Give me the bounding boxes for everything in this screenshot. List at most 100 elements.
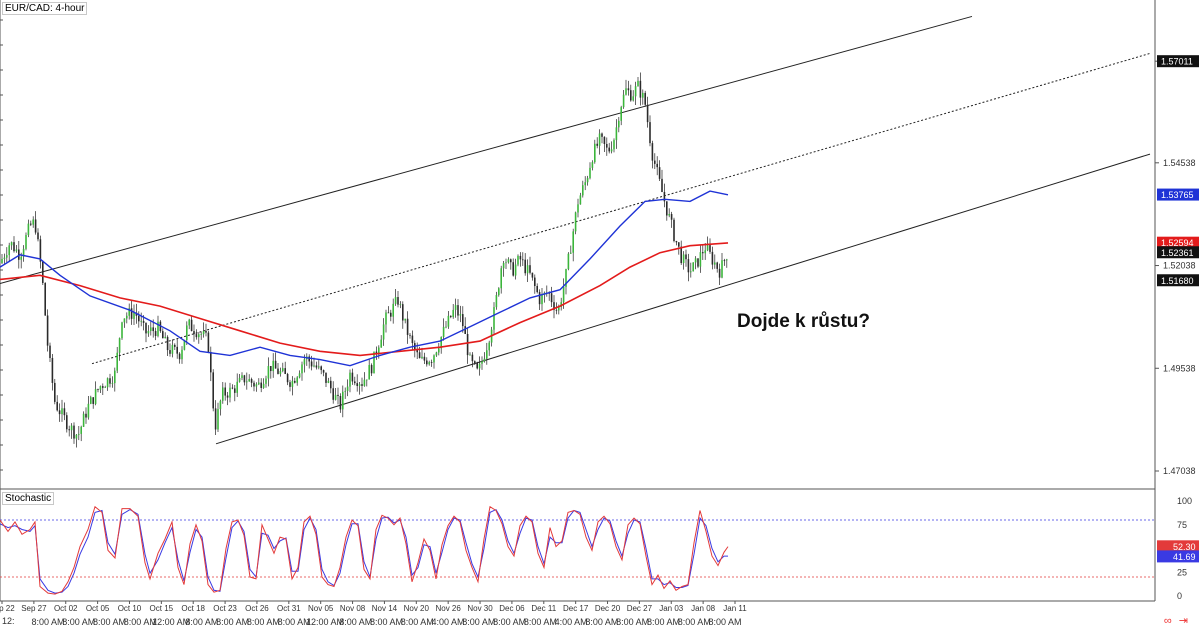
time-label: Nov 26 [435,604,461,613]
candle-body [147,330,150,334]
candle-body [421,356,423,359]
candle-body [13,242,15,252]
candle-body [536,286,538,293]
time-sublabel: 8:00 AM [616,617,649,627]
candle-body [603,136,606,144]
price-tag-bg [1157,246,1199,259]
candle-body [704,250,706,254]
candle-body [66,415,68,430]
time-sublabel: 8:00 AM [62,617,95,627]
stoch-tag-label: 41.69 [1173,552,1196,562]
candle-body [514,264,517,276]
candle-body [42,261,44,283]
time-sublabel: 8:00 AM [401,617,434,627]
candle-body [606,143,608,148]
candle-body [718,268,721,278]
candle-body [526,265,529,274]
time-sublabel: 8:00 AM [708,617,741,627]
candle-body [481,361,483,364]
candle-body [178,353,181,360]
candle-body [337,394,339,397]
time-label: Sep 27 [21,604,47,613]
time-label: Dec 11 [531,604,556,613]
candle-body [226,395,229,398]
time-sublabel: 8:00 AM [93,617,126,627]
candle-body [234,388,236,393]
candle-body [142,320,145,323]
candle-body [385,312,387,325]
price-tag-bg [1157,188,1199,201]
candle-body [334,394,337,400]
candle-body [330,380,332,389]
candle-body [284,368,286,374]
candle-body [82,413,85,427]
candle-body [363,379,366,386]
candle-body [579,195,582,205]
candle-body [687,259,690,273]
candle-body [298,373,301,378]
candle-body [502,263,505,269]
candle-body [224,387,226,396]
time-label: Oct 15 [150,604,174,613]
stoch-d-line [0,508,728,594]
candle-body [198,334,200,338]
candle-body [390,312,392,317]
candle-body [476,362,478,369]
annotation-text: Dojde k růstu? [737,311,871,332]
candle-body [637,80,639,87]
time-sublabel: 8:00 AM [585,617,618,627]
candle-body [378,347,380,355]
candle-body [222,387,224,401]
candle-body [644,92,646,105]
candle-body [627,88,630,91]
time-sublabel: 4:00 AM [432,617,465,627]
candle-body [202,330,205,335]
price-tick-label: 1.49538 [1163,363,1196,373]
candle-body [711,251,714,265]
candle-body [332,388,334,400]
candle-body [596,143,598,146]
exit-icon[interactable]: ⇥ [1178,615,1188,627]
time-label: Dec 27 [627,604,653,613]
candle-body [723,260,726,262]
candle-body [253,382,255,387]
time-sublabel: 4:00 AM [555,617,588,627]
time-sublabel: 8:00 AM [247,617,280,627]
candle-body [682,254,685,264]
candle-body [231,387,234,389]
candle-body [200,334,202,335]
candle-body [387,312,390,314]
ma-blue-line [0,190,729,367]
candle-body [661,178,663,192]
candle-body [565,269,567,287]
candle-body [75,434,78,439]
time-sublabel: 8:00 AM [278,617,311,627]
candle-body [457,305,459,316]
candle-body [342,391,344,410]
candle-body [104,387,106,389]
candle-body [157,321,159,336]
candle-body [474,361,476,363]
candle-body [186,325,188,341]
candle-body [488,342,490,351]
price-tick-label: 1.47038 [1163,466,1196,476]
candle-body [212,372,214,409]
candle-body [248,379,250,382]
candle-body [651,143,654,161]
time-label: Oct 18 [181,604,205,613]
candle-body [126,315,128,319]
stoch-tag-bg [1157,540,1199,553]
time-label: Oct 05 [86,604,110,613]
candle-body [404,318,406,321]
candle-body [402,304,404,321]
candle-body [282,368,284,371]
candle-body [622,94,625,108]
candle-body [327,380,330,383]
time-label: Oct 02 [54,604,78,613]
candle-body [459,314,462,316]
link-icon[interactable]: ∞ [1163,615,1172,627]
candle-body [80,426,82,434]
time-label: Oct 31 [277,604,301,613]
